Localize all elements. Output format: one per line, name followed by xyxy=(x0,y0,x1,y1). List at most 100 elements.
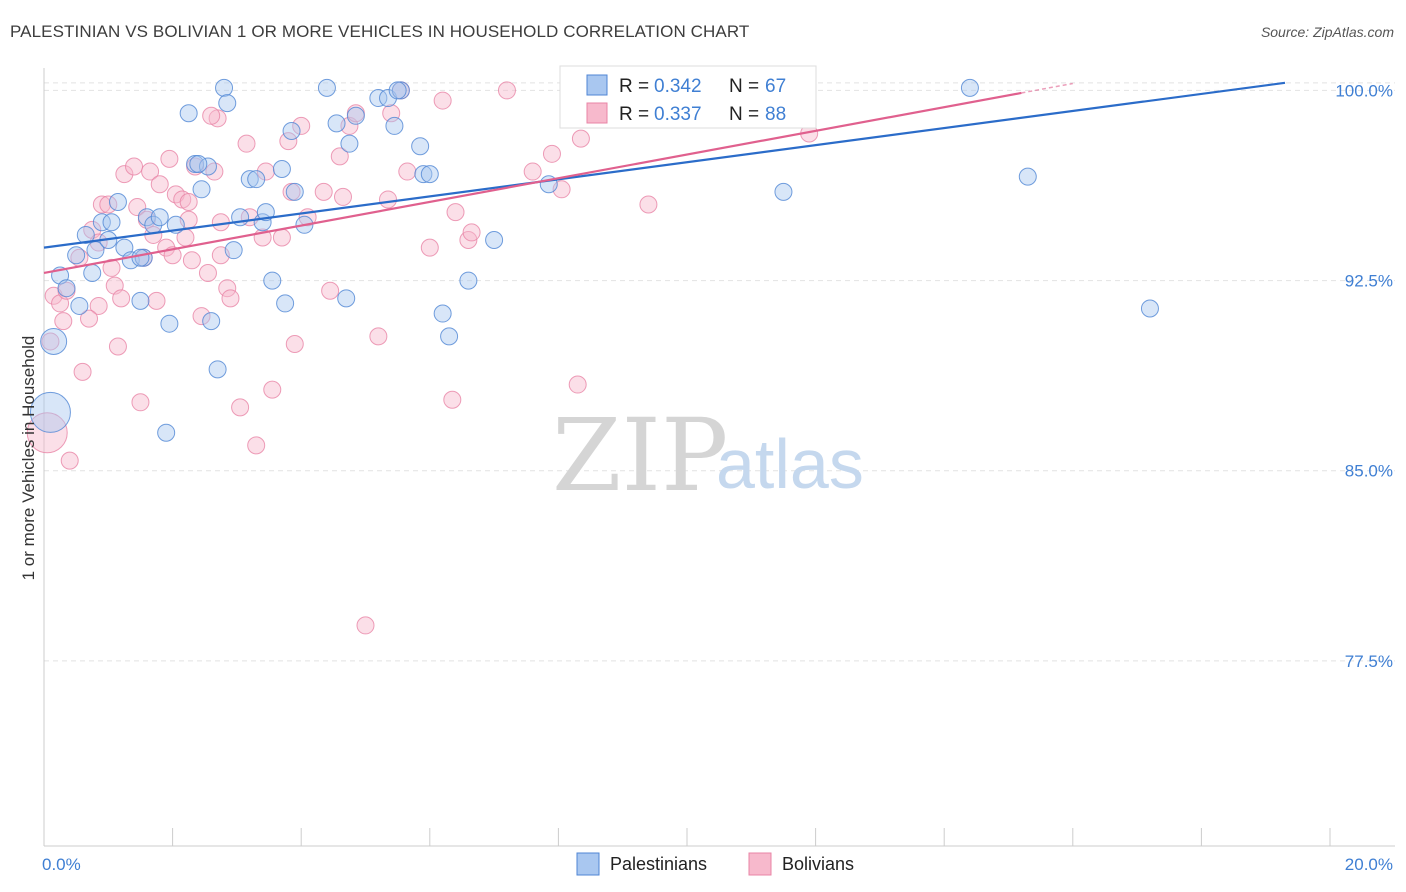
palestinian-point xyxy=(70,296,89,315)
bolivian-point xyxy=(321,281,340,300)
bolivian-point xyxy=(571,129,590,148)
palestinian-point xyxy=(960,78,979,97)
palestinian-point xyxy=(108,192,127,211)
bolivian-point xyxy=(443,390,462,409)
bottom-legend-palestinians-swatch xyxy=(576,852,600,876)
bolivian-point xyxy=(379,190,398,209)
x-tick-label: 0.0% xyxy=(42,855,81,874)
bolivian-point xyxy=(147,291,166,310)
palestinian-point xyxy=(157,423,176,442)
legend-bolivians-n-label: N = xyxy=(729,104,759,125)
bolivian-point xyxy=(141,162,160,181)
palestinian-point xyxy=(276,294,295,313)
bolivian-point xyxy=(497,81,516,100)
palestinian-point xyxy=(317,78,336,97)
palestinian-point xyxy=(256,203,275,222)
bolivian-point xyxy=(639,195,658,214)
palestinian-point xyxy=(285,182,304,201)
bolivian-point xyxy=(108,337,127,356)
bolivian-point xyxy=(131,393,150,412)
bolivian-point xyxy=(369,327,388,346)
palestinian-point xyxy=(208,360,227,379)
palestinian-point xyxy=(388,81,407,100)
bolivian-point xyxy=(279,132,298,151)
palestinian-point xyxy=(131,291,150,310)
bolivian-point xyxy=(272,228,291,247)
tick-labels: 77.5% 85.0% 92.5% 100.0% 0.0% 20.0% xyxy=(42,81,1393,874)
bottom-legend-bolivians-swatch xyxy=(748,852,772,876)
legend-bolivians-swatch xyxy=(586,102,608,124)
bolivian-point xyxy=(92,195,111,214)
bolivian-point xyxy=(202,106,221,125)
palestinian-point xyxy=(102,213,121,232)
bolivian-point xyxy=(198,263,217,282)
bolivian-point xyxy=(568,375,587,394)
bolivian-point xyxy=(263,380,282,399)
watermark-atlas: atlas xyxy=(716,425,864,503)
legend-palestinians-r-label: R = xyxy=(619,76,649,97)
bolivian-point xyxy=(112,289,131,308)
legend-bolivians-r: 0.337 xyxy=(654,104,702,125)
palestinian-point xyxy=(29,391,71,433)
bolivian-point xyxy=(462,223,481,242)
trend-lines xyxy=(43,81,1286,275)
bolivian-point xyxy=(54,312,73,331)
axes xyxy=(43,68,1395,847)
bolivian-point xyxy=(179,192,198,211)
palestinian-point xyxy=(160,314,179,333)
bolivian-point xyxy=(237,134,256,153)
bolivian-point xyxy=(192,307,211,326)
palestinian-point xyxy=(240,170,259,189)
bolivian-point xyxy=(314,182,333,201)
bolivian-point xyxy=(256,162,275,181)
bolivians-trend-extension xyxy=(1021,82,1073,94)
palestinian-point xyxy=(340,134,359,153)
palestinian-point xyxy=(1018,167,1037,186)
palestinians-trend-line xyxy=(43,81,1286,249)
palestinian-point xyxy=(215,78,234,97)
palestinian-point xyxy=(420,165,439,184)
palestinian-point xyxy=(1140,299,1159,318)
bolivian-point xyxy=(542,144,561,163)
watermark-zip: ZIP xyxy=(552,397,728,514)
palestinian-point xyxy=(247,170,266,189)
bolivian-point xyxy=(125,157,144,176)
palestinian-point xyxy=(440,327,459,346)
legend-palestinians-r: 0.342 xyxy=(654,76,702,97)
bolivian-point xyxy=(285,334,304,353)
palestinian-point xyxy=(369,89,388,108)
palestinian-point xyxy=(137,208,156,227)
y-axis-label: 1 or more Vehicles in Household xyxy=(19,336,38,581)
palestinian-point xyxy=(83,263,102,282)
y-tick-label: 77.5% xyxy=(1345,652,1393,671)
palestinian-point xyxy=(346,106,365,125)
bolivian-point xyxy=(160,149,179,168)
palestinians-points xyxy=(29,78,1159,442)
palestinian-point xyxy=(224,241,243,260)
y-tick-label: 92.5% xyxy=(1345,272,1393,291)
y-tick-label: 85.0% xyxy=(1345,462,1393,481)
bolivian-point xyxy=(128,198,147,217)
bolivian-point xyxy=(73,362,92,381)
palestinian-point xyxy=(263,271,282,290)
palestinian-point xyxy=(179,104,198,123)
palestinian-point xyxy=(150,208,169,227)
palestinian-point xyxy=(485,231,504,250)
bolivians-trend-line xyxy=(43,91,1022,275)
chart-title: PALESTINIAN VS BOLIVIAN 1 OR MORE VEHICL… xyxy=(10,22,750,41)
legend-palestinians-n: 67 xyxy=(765,76,786,97)
bolivian-point xyxy=(102,258,121,277)
palestinian-point xyxy=(411,137,430,156)
palestinian-point xyxy=(40,327,68,355)
bolivians-points xyxy=(26,81,819,635)
palestinian-point xyxy=(202,312,221,331)
bolivian-point xyxy=(115,165,134,184)
bolivian-point xyxy=(330,147,349,166)
palestinian-point xyxy=(76,225,95,244)
palestinian-point xyxy=(131,248,150,267)
palestinian-point xyxy=(433,304,452,323)
palestinian-point xyxy=(57,279,76,298)
bolivian-point xyxy=(89,296,108,315)
bolivian-point xyxy=(231,398,250,417)
